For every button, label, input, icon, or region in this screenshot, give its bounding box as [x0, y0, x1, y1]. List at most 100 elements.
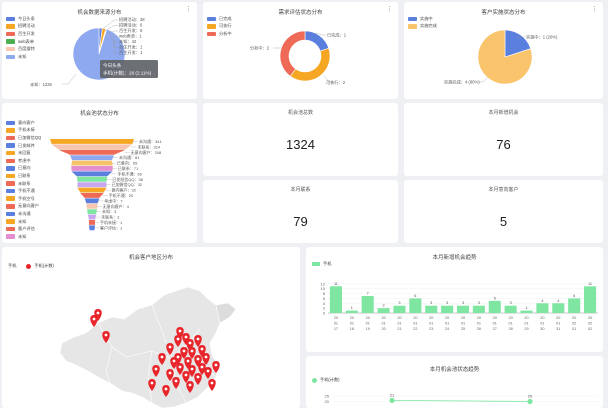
source-chart-menu-icon[interactable]: ⋮: [185, 6, 192, 13]
funnel-legend-item[interactable]: 无意向客户: [6, 203, 41, 211]
source-slice-label: 百生开发：1: [119, 44, 143, 51]
source-legend-label: 今日头条: [18, 15, 35, 21]
province-border: [147, 350, 153, 404]
funnel-bar-label: 手机未接：1: [100, 219, 123, 225]
source-legend-item[interactable]: 今日头条: [6, 15, 35, 23]
demand-legend-swatch: [207, 16, 216, 22]
funnel-bar-label: 未知：3: [102, 208, 117, 214]
funnel-bar: [86, 203, 98, 209]
funnel-bar: [80, 193, 104, 198]
funnel-legend-item[interactable]: 手机空号: [6, 195, 41, 203]
map-pin-marker: [194, 373, 202, 385]
trend-legend-swatch: [312, 261, 320, 267]
funnel-legend-item[interactable]: 未沟通: [6, 210, 41, 218]
pool-y-tick: 20: [325, 399, 330, 404]
trend-bar-value: 3: [462, 301, 464, 305]
source-legend-label: 百度搜特: [18, 46, 35, 52]
funnel-legend-swatch: [6, 166, 15, 171]
trend-x-label: 24: [445, 327, 449, 331]
funnel-legend-item[interactable]: 意向客户: [6, 119, 41, 127]
map-pin-dot: [178, 365, 182, 369]
source-leader-line: [102, 19, 118, 30]
map-pin-dot: [188, 341, 192, 345]
impl-slice-label: 实施完成：4 (80%): [444, 79, 480, 86]
pool-point: [527, 398, 533, 405]
kpi-intent-customers-value: 5: [499, 214, 508, 229]
trend-x-label: 02: [572, 322, 576, 326]
funnel-legend-label: 未知: [18, 233, 27, 239]
map-chart-title: 机会客户地区分布: [128, 255, 173, 261]
funnel-legend-item[interactable]: 考虑中: [6, 157, 41, 165]
trend-x-label: 20: [572, 316, 576, 320]
map-pin-dot: [186, 359, 190, 363]
northeast-region: [215, 302, 237, 324]
source-legend-item[interactable]: web表单: [6, 38, 35, 46]
funnel-legend-swatch: [6, 234, 15, 239]
demand-slice-label: 可执行：2: [326, 79, 346, 86]
funnel-legend-swatch: [6, 219, 15, 224]
source-legend-item[interactable]: 招聘活动: [6, 23, 35, 31]
source-pie-chart: 招聘活动：28招聘活动：6百生开发：6web表单：1未知：42百生开发：1百生开…: [30, 16, 158, 88]
trend-x-label: 01: [334, 322, 338, 326]
map-pin-marker: [186, 381, 194, 393]
impl-legend-item[interactable]: 实施完成: [408, 23, 437, 31]
map-pin-dot: [92, 317, 96, 321]
funnel-legend-item[interactable]: 手机不通: [6, 187, 41, 195]
trend-bar-value: 4: [541, 299, 543, 303]
impl-slice-label: 实施中：1 (20%): [526, 34, 558, 41]
funnel-legend-item[interactable]: 已加微信QQ: [6, 134, 41, 142]
source-slice-label: 百生开发：6: [119, 27, 143, 34]
demand-legend-item[interactable]: 分析中: [207, 30, 232, 38]
kpi-intent-customers-title: 本月意向客户: [488, 187, 519, 193]
trend-bar: [472, 305, 485, 313]
funnel-legend-item[interactable]: 已意向: [6, 165, 41, 173]
customer-region-map-card: 机会客户地区分布 手机 手机(计数): [2, 247, 300, 408]
new-opportunity-trend-card: 本月新增机会趋势 手机 0 2 4 6 8 10 12 11 20 01 17 1 20 01 18 7 20 0…: [306, 247, 603, 352]
demand-chart-menu-icon[interactable]: ⋮: [386, 6, 393, 13]
trend-y-tick: 10: [321, 286, 326, 291]
trend-bar-value: 11: [334, 282, 338, 286]
funnel-legend-item[interactable]: 客户评估: [6, 225, 41, 233]
map-pin-marker: [148, 379, 156, 391]
map-pin-dot: [206, 369, 210, 373]
kpi-new-opportunities-value: 76: [496, 137, 511, 152]
funnel-legend-item[interactable]: 手机未接: [6, 127, 41, 135]
map-pin-marker: [170, 357, 178, 369]
funnel-bar-label: 手机不通：20: [109, 192, 134, 198]
trend-x-label: 01: [429, 322, 433, 326]
impl-legend-label: 实施中: [420, 15, 433, 21]
funnel-legend-swatch: [6, 150, 15, 156]
funnel-bar: [70, 155, 114, 161]
source-legend-item[interactable]: 未知: [6, 53, 35, 61]
impl-legend-item[interactable]: 实施中: [408, 15, 437, 23]
trend-x-label: 01: [477, 322, 481, 326]
map-pin-dot: [196, 357, 200, 361]
funnel-legend-swatch: [6, 188, 15, 194]
source-legend-item[interactable]: 百度搜特: [6, 45, 35, 53]
trend-bar-value: 3: [446, 301, 448, 305]
trend-bar: [425, 305, 438, 313]
funnel-legend-item[interactable]: 未知: [6, 218, 41, 226]
funnel-legend-item[interactable]: 未联系: [6, 180, 41, 188]
funnel-legend-item[interactable]: 未知: [6, 233, 41, 241]
trend-x-label: 20: [334, 316, 338, 320]
map-pin-dot: [168, 345, 172, 349]
funnel-legend-item[interactable]: 已发邮件: [6, 142, 41, 150]
funnel-legend-swatch: [6, 196, 15, 201]
funnel-legend-item[interactable]: 未回复: [6, 149, 41, 157]
trend-x-label: 20: [556, 316, 560, 320]
trend-x-label: 01: [572, 327, 576, 331]
funnel-legend-label: 已加微信QQ: [18, 134, 42, 140]
map-pin-marker: [188, 347, 196, 359]
demand-legend-item[interactable]: 已完成: [207, 15, 232, 23]
source-legend-item[interactable]: 百生开发: [6, 30, 35, 38]
map-legend-marker-label: 手机(计数): [34, 263, 54, 268]
demand-legend-item[interactable]: 可执行: [207, 23, 232, 31]
trend-x-label: 01: [366, 322, 370, 326]
impl-chart-menu-icon[interactable]: ⋮: [591, 6, 598, 13]
trend-x-label: 20: [381, 316, 385, 320]
trend-bar-value: 7: [367, 292, 369, 296]
impl-leader-line: [515, 36, 525, 39]
source-tooltip-value: 手机(计数)：26 (2.11%): [103, 70, 152, 77]
funnel-legend-item[interactable]: 已联系: [6, 172, 41, 180]
